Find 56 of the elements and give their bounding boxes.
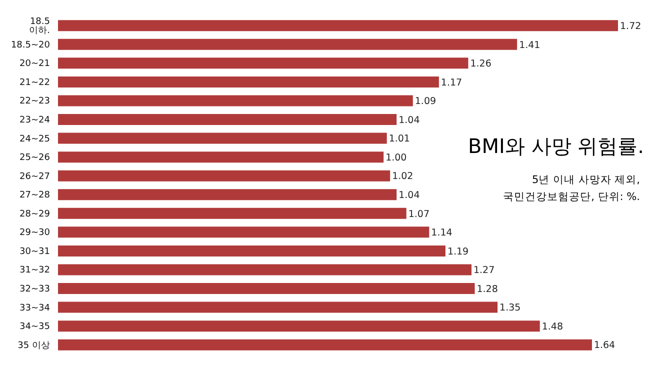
y-tick-label: 18.5~20	[10, 40, 50, 50]
bar	[58, 245, 446, 256]
data-label: 1.07	[408, 208, 430, 220]
data-label: 1.27	[473, 265, 495, 276]
y-tick-label: 26~27	[20, 172, 50, 182]
data-label: 1.64	[594, 340, 616, 352]
y-tick-label: 30~31	[20, 246, 50, 257]
y-tick-label: 31~32	[20, 266, 50, 276]
data-label: 1.17	[440, 77, 462, 88]
data-label: 1.14	[431, 228, 452, 239]
bar	[58, 208, 406, 219]
data-label: 1.35	[500, 302, 521, 314]
data-label: 1.19	[447, 246, 469, 258]
bar	[58, 189, 397, 200]
y-tick-label: 20~21	[20, 59, 50, 70]
bar	[58, 302, 498, 313]
y-tick-label: 21~22	[20, 78, 50, 88]
y-tick-label: 23~24	[20, 115, 50, 126]
bar	[58, 20, 618, 32]
data-label: 1.04	[398, 190, 420, 202]
data-label: 1.26	[470, 58, 492, 70]
data-label: 1.02	[392, 171, 414, 182]
text: BMI와 사망 위험률.	[468, 133, 644, 160]
data-label: 1.41	[519, 40, 540, 51]
y-tick-label: 22~23	[20, 96, 50, 107]
bar	[58, 170, 390, 182]
y-tick-label: 28~29	[20, 209, 50, 220]
bar	[58, 152, 384, 163]
y-tick-label: 25~26	[20, 153, 50, 164]
bar	[58, 226, 430, 238]
bar	[58, 114, 397, 126]
data-label: 1.48	[542, 321, 564, 332]
text: 5년 이내 사망자 제외, 국민건강보험공단, 단위: %.	[503, 173, 640, 205]
y-tick-label: 33~34	[20, 303, 50, 314]
data-label: 1.01	[388, 134, 410, 145]
data-label: 1.04	[398, 114, 420, 126]
y-tick-label: 32~33	[20, 284, 50, 294]
bar	[58, 132, 387, 144]
data-label: 1.72	[620, 21, 642, 32]
bar	[58, 95, 413, 106]
bar	[58, 76, 439, 88]
data-label: 1.09	[414, 96, 436, 108]
data-label: 1.28	[476, 284, 498, 295]
bar	[58, 320, 540, 332]
y-tick-label: 24~25	[20, 134, 50, 144]
bar	[58, 283, 475, 294]
bar	[58, 339, 592, 350]
y-tick-label: 27~28	[20, 190, 50, 201]
y-tick-label: 29~30	[20, 228, 50, 238]
y-tick-label: 35 이상	[18, 340, 50, 351]
y-tick-label: 34~35	[20, 322, 50, 332]
y-tick-label: 18.5 이하.	[29, 17, 50, 36]
data-label: 1.00	[386, 152, 407, 164]
bar	[58, 58, 468, 69]
bar	[58, 38, 518, 50]
bar	[58, 264, 472, 276]
